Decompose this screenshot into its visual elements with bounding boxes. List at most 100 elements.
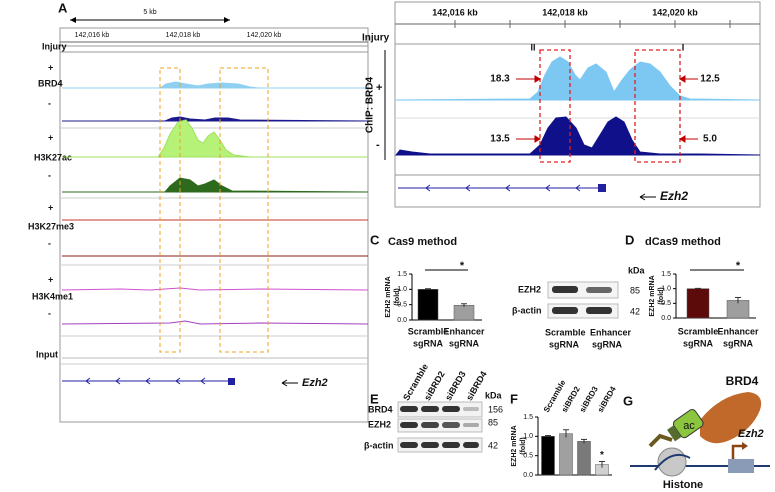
panel-label: F: [510, 391, 518, 406]
condition: -: [48, 238, 51, 248]
gene-exon: [598, 184, 606, 192]
histone-tail: [648, 433, 673, 448]
kda: 42: [630, 306, 640, 316]
lane-label: sgRNA: [592, 339, 623, 349]
panel-label: C: [370, 232, 380, 247]
coordinate: 142,020 kb: [652, 7, 698, 17]
track-name: H3K27me3: [28, 221, 74, 231]
track-frame: [59, 27, 369, 423]
significance: *: [736, 260, 741, 272]
annotation-arrows: [516, 75, 698, 143]
kda: 85: [488, 417, 498, 427]
gene-label: Ezh2: [660, 189, 688, 203]
condition: +: [48, 62, 53, 72]
panel-label: A: [58, 0, 68, 15]
bar: [686, 288, 710, 319]
annotation: 18.3: [490, 74, 510, 85]
lane-label: Scramble: [545, 327, 586, 337]
x-tick-label: Enhancer: [717, 326, 759, 336]
kda: 156: [488, 404, 503, 414]
mark-label: ac: [683, 420, 695, 432]
x-tick-label: sgRNA: [413, 338, 444, 348]
blot-row: EZH2: [368, 419, 391, 429]
blot: [397, 437, 483, 453]
highlight-box: [539, 49, 571, 163]
kda: 42: [488, 440, 498, 450]
injury-label: Injury: [362, 33, 390, 44]
annotation: 12.5: [700, 74, 720, 85]
y-tick-label: 0.5: [661, 300, 671, 307]
coordinate: 142,018 kb: [166, 32, 201, 39]
panel-label: E: [370, 391, 379, 406]
unit-label: kDa: [485, 390, 503, 400]
band: [442, 422, 460, 428]
y-tick-label: 1.0: [661, 286, 671, 293]
y-label: ChIP: BRD4: [365, 77, 376, 134]
x-tick-label: sgRNA: [683, 338, 714, 348]
histone-label: Histone: [663, 479, 703, 491]
bar: [417, 289, 439, 321]
band: [400, 422, 418, 428]
x-tick-label: sgRNA: [449, 338, 480, 348]
track-frame: [394, 1, 761, 208]
tss-arrow: [731, 444, 744, 459]
highlight-box: [634, 49, 681, 163]
region-label: II: [530, 42, 535, 52]
y-tick-label: 0.5: [523, 453, 533, 460]
gene-label: Ezh2: [302, 377, 328, 389]
blot-row: β-actin: [512, 305, 542, 315]
band: [442, 406, 460, 412]
band: [552, 286, 578, 293]
panel-label: D: [625, 232, 634, 247]
track-name: H3K27ac: [34, 152, 72, 162]
y-tick-label: 1.5: [661, 271, 671, 278]
y-tick-label: 1.5: [523, 414, 533, 421]
y-tick-label: 0.0: [661, 315, 671, 322]
signal-track: [394, 116, 761, 156]
band: [463, 442, 479, 448]
y-label: EZH2 mRNA: [511, 425, 518, 466]
significance: *: [600, 450, 604, 461]
annotation: 13.5: [490, 134, 510, 145]
condition: +: [48, 132, 53, 142]
annotation-arrows-part: [534, 75, 541, 83]
signal-track: [61, 320, 369, 325]
y-label: (fold): [520, 437, 527, 455]
separators: [60, 127, 368, 365]
blot-row: BRD4: [368, 404, 393, 414]
x-tick-label: Scramble: [678, 326, 719, 336]
signal-track: [62, 119, 368, 158]
condition: +: [48, 202, 53, 212]
condition: -: [48, 170, 51, 180]
x-tick-label: sgRNA: [723, 338, 754, 348]
y-label: EZH2 mRNA: [385, 276, 392, 317]
kda: 85: [630, 285, 640, 295]
x-tick-label: siBRD4: [596, 384, 618, 414]
tss-arrow-head: [742, 442, 748, 450]
coordinate: 142,016 kb: [75, 32, 110, 39]
band: [421, 406, 439, 412]
coordinate: 142,018 kb: [542, 7, 588, 17]
lane-label: Enhancer: [590, 327, 632, 337]
y-tick-label: 0.0: [397, 317, 407, 324]
band: [400, 406, 418, 412]
annotation: 5.0: [703, 134, 717, 145]
ruler-ticks: [454, 20, 731, 28]
track-name: H3K4me1: [32, 291, 73, 301]
gene-label: Ezh2: [738, 428, 764, 440]
band: [463, 407, 479, 411]
strand-arrows: [425, 184, 581, 192]
panel-title: dCas9 method: [645, 236, 721, 248]
strand-arrows: [85, 377, 206, 385]
y-label: (fold): [658, 287, 665, 305]
y-tick-label: 1.0: [523, 433, 533, 440]
dna-wrap: [654, 454, 691, 471]
gene-arrow: [639, 193, 656, 201]
band: [463, 423, 479, 427]
unit-label: kDa: [628, 265, 646, 275]
scale-label: 5 kb: [143, 9, 156, 16]
bar: [453, 305, 475, 321]
y-tick-label: 0.5: [397, 302, 407, 309]
y-tick-label: 1.0: [397, 286, 407, 293]
